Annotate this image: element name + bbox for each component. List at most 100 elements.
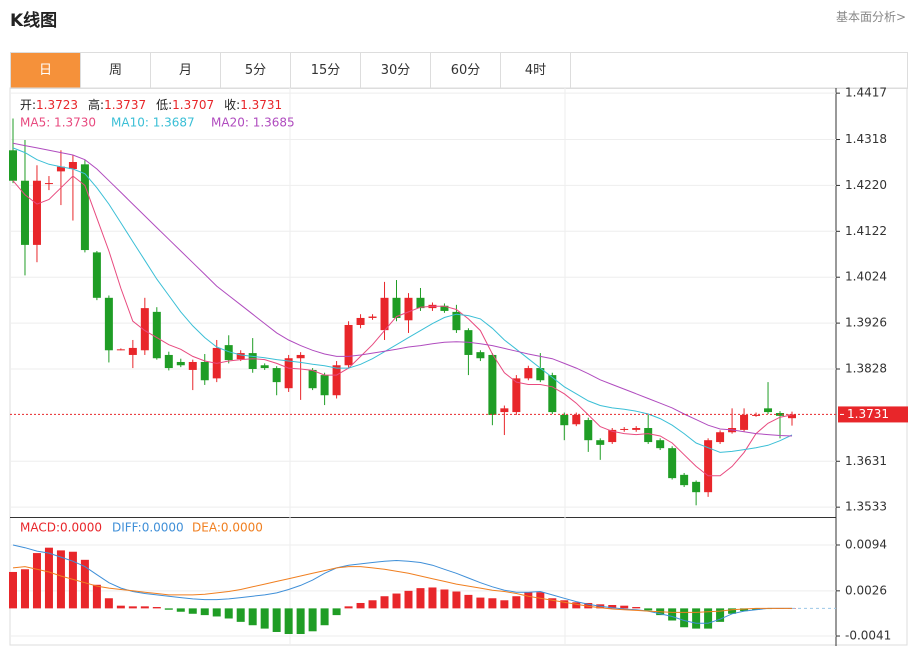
macd-bar bbox=[572, 602, 581, 609]
candle-body bbox=[152, 311, 161, 359]
candle-body bbox=[716, 432, 725, 443]
candle-body bbox=[584, 420, 593, 441]
macd-bar bbox=[548, 598, 557, 609]
macd-bar bbox=[440, 589, 449, 609]
candle-body bbox=[596, 440, 605, 445]
macd-bar bbox=[68, 551, 77, 609]
ma-legend: MA10: 1.3687 bbox=[111, 116, 195, 130]
y-tick-label: 1.3926 bbox=[845, 316, 887, 330]
candle-body bbox=[9, 150, 17, 181]
y-tick-label: 0.0094 bbox=[845, 537, 887, 551]
macd-bar bbox=[116, 605, 125, 609]
candle-body bbox=[272, 368, 281, 383]
candle-body bbox=[572, 414, 581, 425]
candle-body bbox=[92, 252, 101, 298]
macd-bar bbox=[668, 608, 677, 621]
candle-body bbox=[668, 448, 677, 479]
candle-body bbox=[248, 353, 257, 370]
period-tab[interactable]: 月 bbox=[151, 53, 221, 88]
candle-body bbox=[164, 354, 173, 369]
candle-body bbox=[80, 164, 89, 251]
candle-body bbox=[656, 440, 665, 449]
macd-bar bbox=[704, 608, 713, 629]
macd-bar bbox=[92, 584, 101, 609]
candle-body bbox=[680, 474, 689, 486]
y-tick-label: 1.3828 bbox=[845, 362, 887, 376]
candle-body bbox=[788, 414, 796, 419]
macd-bar bbox=[104, 598, 113, 609]
period-tab[interactable]: 30分 bbox=[361, 53, 431, 88]
macd-bar bbox=[176, 608, 185, 612]
candle-body bbox=[104, 297, 113, 351]
macd-bar bbox=[200, 608, 209, 616]
ma-legend: MA5: 1.3730 bbox=[20, 116, 96, 130]
macd-bar bbox=[164, 608, 173, 610]
macd-bar bbox=[188, 608, 197, 614]
macd-bar bbox=[236, 608, 245, 622]
candle-body bbox=[560, 414, 569, 426]
candle-body bbox=[44, 183, 53, 185]
macd-bar bbox=[644, 608, 653, 611]
period-tab[interactable]: 周 bbox=[81, 53, 151, 88]
candle-body bbox=[416, 297, 425, 309]
ma-legend: MA20: 1.3685 bbox=[211, 116, 295, 130]
y-tick-label: 1.4417 bbox=[845, 86, 887, 100]
candle-body bbox=[776, 413, 785, 416]
macd-bar bbox=[152, 607, 161, 609]
macd-bar bbox=[332, 608, 341, 616]
macd-bar bbox=[416, 588, 425, 609]
macd-bar bbox=[464, 594, 473, 609]
candle-body bbox=[752, 414, 761, 416]
period-tab[interactable]: 日 bbox=[11, 53, 81, 88]
legend-value: 1.3707 bbox=[172, 98, 214, 112]
macd-bar bbox=[488, 598, 497, 609]
macd-bar bbox=[344, 606, 353, 609]
macd-bar bbox=[428, 587, 437, 609]
candle-body bbox=[404, 297, 413, 321]
candle-body bbox=[128, 347, 137, 355]
candle-body bbox=[740, 414, 749, 430]
period-tab[interactable]: 15分 bbox=[291, 53, 361, 88]
candle-body bbox=[356, 317, 365, 325]
macd-bar bbox=[20, 569, 29, 609]
ma-line bbox=[12, 175, 793, 477]
period-tab[interactable]: 60分 bbox=[431, 53, 501, 88]
candle-body bbox=[176, 361, 185, 366]
macd-bar bbox=[620, 605, 629, 609]
candle-body bbox=[380, 297, 389, 331]
candle-body bbox=[476, 352, 485, 359]
macd-bar bbox=[272, 608, 281, 632]
macd-line bbox=[12, 544, 792, 624]
macd-bar bbox=[584, 602, 593, 609]
period-tab[interactable]: 5分 bbox=[221, 53, 291, 88]
macd-legend: MACD:0.0000 bbox=[20, 521, 102, 535]
period-tab[interactable]: 4时 bbox=[501, 53, 571, 88]
candle-body bbox=[332, 365, 341, 396]
candle-body bbox=[692, 481, 701, 493]
candle-body bbox=[284, 358, 293, 389]
candle-body bbox=[620, 428, 629, 430]
y-tick-label: 1.4220 bbox=[845, 178, 887, 192]
fundamentals-link[interactable]: 基本面分析> bbox=[835, 10, 906, 24]
macd-bar bbox=[80, 559, 89, 609]
macd-bar bbox=[716, 608, 725, 622]
candle-body bbox=[188, 361, 197, 370]
candle-body bbox=[20, 180, 29, 245]
candle-body bbox=[632, 428, 641, 430]
macd-bar bbox=[248, 608, 257, 626]
ma-line bbox=[12, 142, 793, 437]
macd-bar bbox=[284, 608, 293, 634]
macd-bar bbox=[380, 596, 389, 609]
macd-bar bbox=[500, 600, 509, 609]
macd-bar bbox=[632, 607, 641, 609]
candle-body bbox=[536, 368, 545, 381]
last-price-box bbox=[838, 406, 908, 423]
period-tabs: 日周月 5分 15分 30分 60分 4时 bbox=[10, 52, 908, 89]
candle-body bbox=[524, 368, 533, 379]
candle-body bbox=[644, 428, 653, 443]
macd-bar bbox=[356, 602, 365, 609]
legend-value: 1.3731 bbox=[240, 98, 282, 112]
legend-label: 收: bbox=[224, 98, 240, 112]
